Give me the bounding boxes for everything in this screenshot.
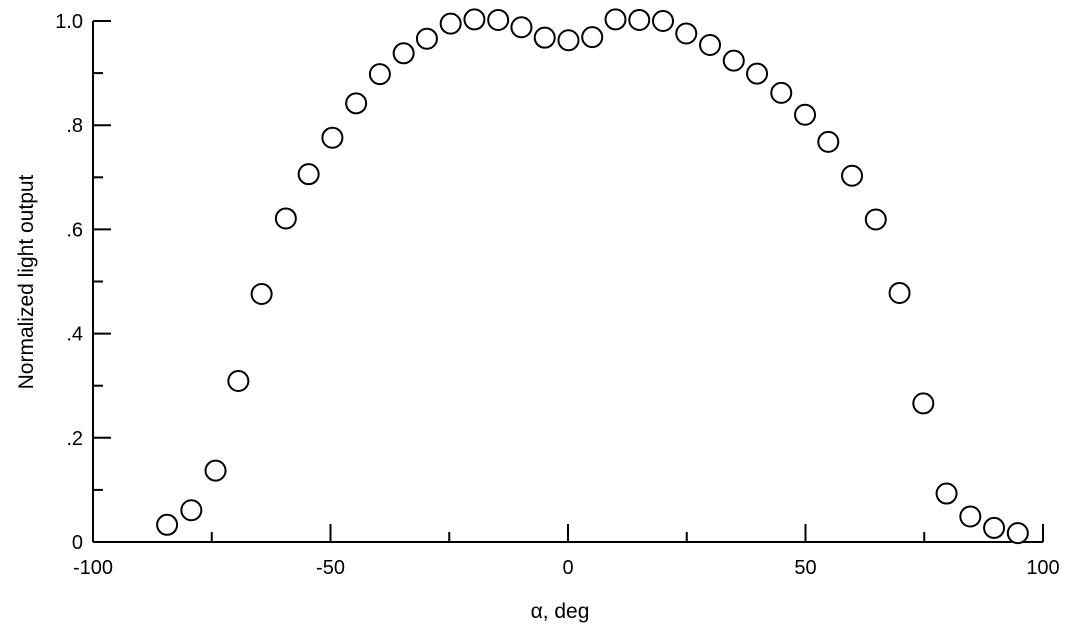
data-points [156, 8, 1029, 545]
data-point [935, 482, 958, 505]
data-point [463, 8, 486, 31]
data-point [604, 8, 627, 31]
data-point [156, 513, 179, 536]
data-point [817, 130, 840, 153]
data-point [227, 370, 250, 393]
data-point [746, 62, 769, 85]
data-point [1006, 522, 1029, 545]
x-tick-label: -100 [73, 557, 113, 579]
data-point [392, 42, 415, 65]
x-tick-label: 0 [562, 557, 573, 579]
x-axis-title: α, deg [531, 600, 590, 623]
data-point [841, 164, 864, 187]
data-point [675, 22, 698, 45]
y-tick-label: .2 [66, 428, 83, 450]
y-tick-label: .8 [66, 115, 83, 137]
data-point [533, 26, 556, 49]
data-point [204, 459, 227, 482]
data-point [652, 10, 674, 32]
data-point [983, 516, 1006, 539]
y-axis-title: Normalized light output [15, 174, 38, 389]
y-tick-label: .6 [66, 219, 83, 241]
data-point [557, 29, 580, 52]
data-point [274, 207, 297, 230]
axes [92, 21, 1043, 543]
data-point [959, 505, 982, 528]
data-point [487, 8, 510, 31]
data-point [439, 12, 462, 35]
data-point [297, 163, 320, 186]
data-point [510, 16, 533, 39]
data-point [250, 283, 273, 306]
data-point [864, 208, 887, 231]
data-point [888, 281, 911, 304]
x-tick-label: -50 [316, 557, 345, 579]
y-tick-label: 0 [72, 532, 83, 554]
data-point [581, 26, 604, 49]
data-point [345, 92, 368, 115]
x-tick-label: 100 [1026, 557, 1059, 579]
data-point [794, 103, 817, 126]
data-point [770, 81, 793, 104]
y-tick-label: .4 [66, 324, 83, 346]
data-point [722, 49, 745, 72]
data-point [628, 8, 651, 31]
x-tick-label: 50 [794, 557, 816, 579]
data-point [415, 27, 438, 50]
data-point [180, 499, 203, 522]
data-point [912, 392, 935, 415]
ticks: -100 -50 0 50 100 0 .2 .4 .6 .8 1.0 [55, 11, 1060, 579]
data-point [699, 33, 722, 56]
y-tick-label: 1.0 [55, 11, 83, 33]
data-point [321, 126, 344, 149]
data-point [368, 63, 391, 86]
